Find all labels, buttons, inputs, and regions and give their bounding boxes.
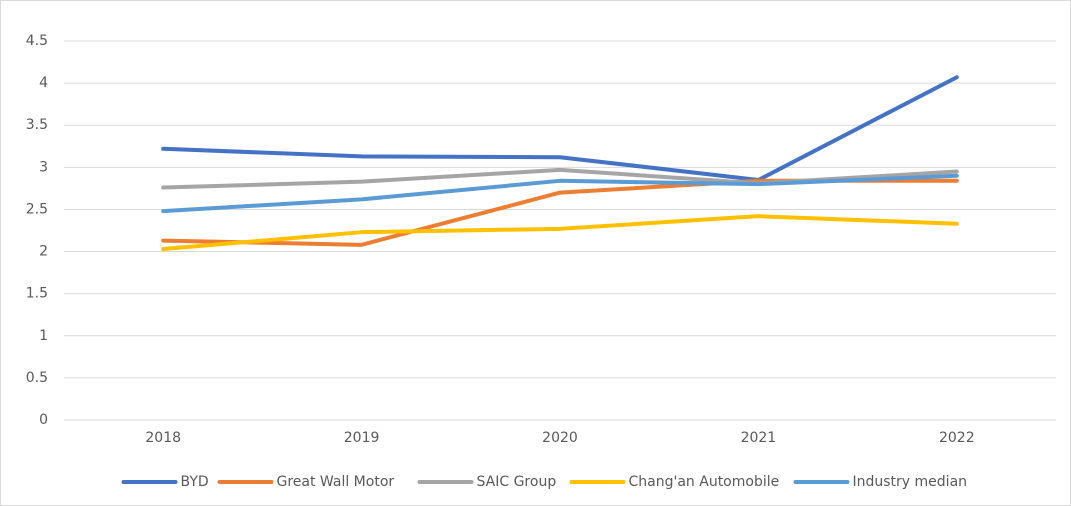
x-tick-label: 2019 bbox=[344, 430, 380, 446]
legend-label: Industry median bbox=[853, 474, 968, 490]
y-tick-label: 4 bbox=[39, 75, 48, 91]
y-tick-label: 3.5 bbox=[26, 117, 48, 133]
y-tick-label: 0.5 bbox=[26, 370, 48, 386]
legend-label: SAIC Group bbox=[477, 474, 557, 490]
y-tick-label: 2.5 bbox=[26, 201, 48, 217]
series-line bbox=[161, 173, 959, 214]
y-tick-label: 1.5 bbox=[26, 286, 48, 302]
x-tick-label: 2018 bbox=[145, 430, 181, 446]
y-tick-label: 0 bbox=[39, 412, 48, 428]
y-tick-label: 1 bbox=[39, 328, 48, 344]
y-tick-label: 3 bbox=[39, 159, 48, 175]
series-line bbox=[161, 214, 959, 252]
x-tick-label: 2020 bbox=[542, 430, 578, 446]
legend-label: BYD bbox=[181, 474, 209, 490]
y-tick-label: 2 bbox=[39, 244, 48, 260]
y-tick-label: 4.5 bbox=[26, 33, 48, 49]
series-line bbox=[161, 75, 959, 182]
legend-label: Chang'an Automobile bbox=[629, 474, 780, 490]
legend-label: Great Wall Motor bbox=[277, 474, 395, 490]
x-tick-label: 2021 bbox=[741, 430, 777, 446]
x-tick-label: 2022 bbox=[939, 430, 975, 446]
